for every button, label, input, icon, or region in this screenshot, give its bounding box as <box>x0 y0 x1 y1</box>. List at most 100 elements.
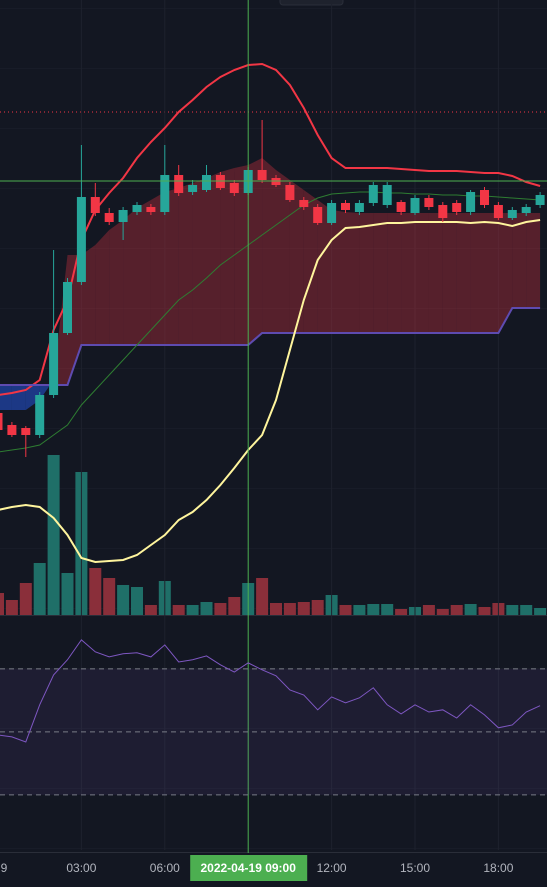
candle-body <box>257 170 267 180</box>
volume-bar <box>534 608 547 615</box>
candle-body <box>382 185 392 205</box>
candle-body <box>63 282 72 333</box>
candle-body <box>313 207 323 223</box>
volume-bar <box>297 602 310 615</box>
x-tick-label: 12:00 <box>317 861 347 875</box>
candle-body <box>118 210 128 222</box>
volume-bar <box>436 609 449 615</box>
candle-body <box>0 413 3 430</box>
volume-bar <box>186 605 199 615</box>
cloud-fill <box>164 188 179 345</box>
volume-bar <box>0 593 4 615</box>
candle-body <box>90 197 100 213</box>
cloud-fill <box>289 180 304 333</box>
volume-bar <box>367 604 380 615</box>
x-tick-label: 03:00 <box>66 861 96 875</box>
volume-bar <box>270 603 282 615</box>
cloud-fill <box>359 213 374 333</box>
candle-body <box>285 185 295 200</box>
cloud-fill <box>109 220 124 345</box>
cloud-fill <box>178 183 193 345</box>
volume-bar <box>353 605 366 615</box>
candle-body <box>452 203 462 212</box>
cloud-fill <box>234 165 249 345</box>
x-tick-label: 06:00 <box>150 861 180 875</box>
indicator-line <box>0 307 541 386</box>
cloud-fill <box>331 210 346 333</box>
candle-body <box>299 200 309 207</box>
candle-body <box>160 175 170 212</box>
cloud-fill <box>470 213 485 333</box>
volume-bar <box>464 604 477 615</box>
volume-bar <box>172 605 185 615</box>
candle-body <box>466 192 476 212</box>
volume-bar <box>256 578 269 615</box>
volume-bar <box>103 578 116 615</box>
volume-bar <box>200 602 213 615</box>
candle-body <box>104 213 114 222</box>
cloud-fill <box>220 168 235 345</box>
cloud-fill <box>262 158 276 333</box>
cloud-fill <box>428 213 443 333</box>
cloud-fill <box>11 385 26 410</box>
candle-body <box>480 190 489 205</box>
volume-bar <box>520 605 533 615</box>
volume-bar <box>214 603 227 615</box>
cloud-fill <box>442 213 457 333</box>
candle-body <box>49 333 59 395</box>
cloud-fill <box>192 178 207 345</box>
cloud-fill <box>498 213 513 333</box>
candle-body <box>438 205 448 218</box>
indicator-line <box>0 191 541 453</box>
crosshair-label: 2022-04-19 09:00 <box>200 861 296 875</box>
volume-bar <box>228 597 241 615</box>
volume-bar <box>144 605 157 615</box>
cloud-fill <box>303 190 318 333</box>
cloud-fill <box>345 212 360 333</box>
volume-bar <box>478 607 491 615</box>
volume-bar <box>283 603 296 615</box>
candle-body <box>202 175 211 190</box>
candle-body <box>188 185 198 192</box>
candle-body <box>132 205 142 212</box>
candle-body <box>368 185 378 203</box>
volume-bar <box>131 587 143 615</box>
volume-bar <box>33 563 46 615</box>
cloud-fill <box>137 200 151 345</box>
indicator-line <box>0 62 541 396</box>
candle-body <box>396 202 406 212</box>
grid-pattern <box>0 0 547 850</box>
cloud-fill <box>95 230 110 345</box>
volume-bar <box>117 585 130 615</box>
candle-body <box>7 425 17 435</box>
indicator-line <box>0 219 541 564</box>
candle-body <box>410 198 420 213</box>
volume-bar <box>47 455 60 615</box>
candle-body <box>146 207 156 212</box>
volume-bar <box>89 568 102 615</box>
cloud-fill <box>415 213 429 333</box>
volume-bar <box>450 605 463 615</box>
volume-bar <box>61 573 74 615</box>
rsi-line <box>0 639 541 743</box>
x-tick-label: 18:00 <box>483 861 513 875</box>
candle-body <box>229 183 239 193</box>
cloud-fill <box>484 213 499 333</box>
candle-body <box>327 203 337 223</box>
toolbar-edge[interactable] <box>279 0 344 6</box>
volume-bar <box>381 604 394 615</box>
candle-body <box>424 198 434 207</box>
cloud-fill <box>0 385 12 410</box>
candle-body <box>521 207 531 213</box>
cloud-fill <box>276 170 290 333</box>
x-tick-label: 15:00 <box>400 861 430 875</box>
candle-body <box>174 175 184 193</box>
x-tick-label: 9 <box>1 861 8 875</box>
cloud-fill <box>373 213 388 333</box>
volume-bar <box>311 600 324 615</box>
candle-body <box>535 195 545 205</box>
volume-bar <box>339 605 352 615</box>
candle-body <box>21 428 31 435</box>
